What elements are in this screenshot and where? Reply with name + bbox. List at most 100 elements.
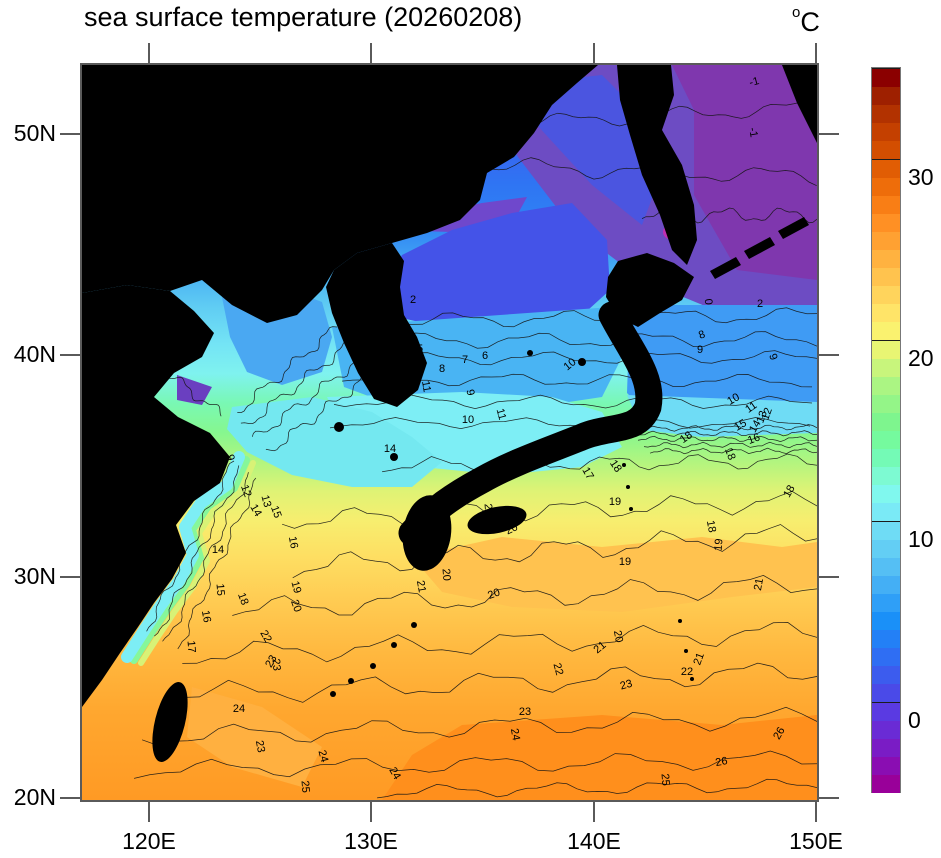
contour-label: 25: [298, 780, 311, 793]
kamchatka-corner: [782, 65, 817, 143]
contour-label: 26: [771, 725, 788, 742]
contour-label: 13: [754, 409, 769, 425]
contour-label: 18: [607, 458, 624, 475]
contour-label: 23: [269, 658, 282, 671]
page-title: sea surface temperature (20260208): [84, 2, 523, 32]
colorbar-cell: [872, 520, 900, 540]
contour-line: [363, 331, 817, 349]
colorbar-cell: [872, 86, 900, 106]
china-coast: [82, 285, 230, 707]
y-axis-tick-right: [819, 133, 839, 135]
contour-label: 11: [419, 380, 433, 393]
x-axis-label: 140E: [567, 828, 621, 854]
hokkaido: [606, 253, 694, 327]
ulleungdo: [527, 350, 533, 356]
contour-label: 0: [702, 298, 714, 305]
contour-line: [626, 424, 817, 432]
contour-label: 22: [257, 628, 274, 645]
contour-line: [134, 750, 817, 779]
water-mass-region: [627, 395, 817, 437]
colorbar-cell: [872, 683, 900, 703]
contour-label: 17: [579, 465, 596, 482]
y-axis-label: 30N: [13, 563, 56, 589]
water-mass-region: [377, 203, 610, 333]
kuril-island: [744, 237, 775, 259]
contour-label: 9: [224, 453, 237, 461]
colorbar-cell: [872, 230, 900, 250]
coastal-band: [121, 451, 245, 663]
x-axis-label: 120E: [122, 828, 176, 854]
shikoku: [467, 505, 527, 535]
water-mass-region: [512, 75, 657, 225]
y-axis-tick-left: [60, 576, 80, 578]
contour-label: 23: [619, 678, 634, 693]
colorbar-cell: [872, 158, 900, 178]
contour-line: [232, 574, 817, 616]
contour-label: 20: [481, 503, 494, 516]
water-mass-region: [382, 715, 817, 800]
contour-label: 18: [722, 446, 737, 462]
contour-label: 5: [417, 343, 423, 355]
colorbar-cell: [872, 249, 900, 269]
contour-label: 18: [235, 591, 250, 607]
ryukyu-island: [330, 691, 336, 697]
ryukyu-island: [348, 678, 354, 684]
colorbar-cell: [872, 393, 900, 413]
y-axis-tick-right: [819, 354, 839, 356]
contour-label: 13: [259, 494, 274, 509]
contour-line: [281, 490, 817, 529]
colorbar-cell: [872, 267, 900, 287]
contour-label: 9: [464, 388, 477, 396]
x-axis-label: 150E: [789, 828, 843, 854]
mainland-asia: [82, 65, 598, 323]
contour-label: 21: [691, 651, 706, 667]
kuril-island: [778, 217, 809, 239]
x-axis-tick-bottom: [593, 802, 595, 822]
contour-line: [240, 340, 346, 424]
contour-label: 20: [504, 521, 520, 537]
colorbar-cell: [872, 538, 900, 558]
y-axis-tick-left: [60, 133, 80, 135]
contour-label: 14: [747, 418, 764, 435]
contour-line: [371, 307, 817, 328]
contour-label: 14: [212, 544, 224, 556]
contour-label: 14: [384, 443, 396, 455]
colorbar-cell: [872, 611, 900, 631]
colorbar-cell: [872, 755, 900, 775]
contour-label: 16: [746, 431, 762, 446]
izu-island: [629, 507, 633, 511]
contour-label: 15: [732, 417, 749, 434]
colorbar-cell: [872, 104, 900, 124]
colorbar-cell: [872, 466, 900, 486]
colorbar-cell: [872, 212, 900, 232]
contour-label: 23: [519, 706, 531, 718]
colorbar-tick-label: 10: [908, 525, 934, 552]
contour-label: 15: [268, 504, 283, 520]
colorbar-cell: [872, 140, 900, 160]
kyushu: [402, 495, 452, 571]
contour-label: 6: [482, 350, 488, 362]
contour-label: 9: [697, 344, 703, 356]
bonin-island: [678, 619, 682, 623]
y-axis-label: 50N: [13, 120, 56, 146]
contour-label: 20: [611, 629, 625, 643]
bonin-island: [684, 649, 688, 653]
contour-line: [146, 460, 235, 632]
tsushima: [390, 453, 398, 461]
contour-label: 20: [439, 568, 452, 581]
colorbar-cell: [872, 737, 900, 757]
contour-line: [329, 417, 811, 429]
contour-label: 23: [263, 653, 280, 670]
unit-label: oC: [792, 4, 820, 38]
contour-label: 19: [619, 556, 631, 568]
contour-label: 22: [681, 666, 693, 678]
colorbar-cell: [872, 448, 900, 468]
contour-line: [141, 706, 817, 746]
y-axis-label: 20N: [13, 784, 56, 810]
sado: [578, 358, 586, 366]
colorbar-tick-label: 30: [908, 163, 934, 190]
x-axis-label: 130E: [344, 828, 398, 854]
contour-line: [333, 394, 813, 409]
contour-label: 10: [462, 414, 474, 426]
